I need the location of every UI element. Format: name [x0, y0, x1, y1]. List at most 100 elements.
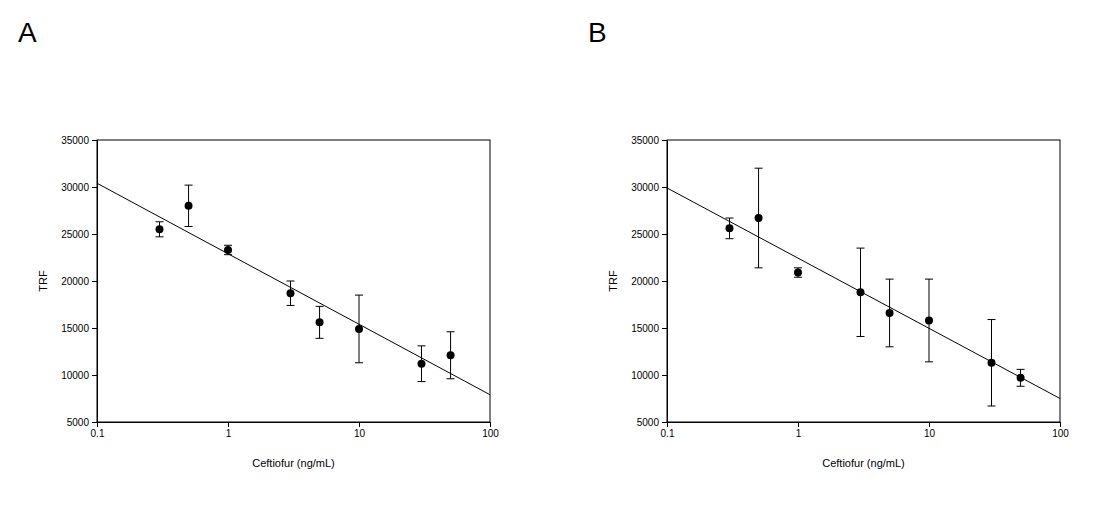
tick-label: 100: [1052, 428, 1069, 439]
tick: 0.1: [91, 422, 105, 439]
error-bar-cap: [447, 378, 455, 379]
tick: 25000: [631, 229, 667, 240]
error-bar-cap: [156, 236, 164, 237]
tick-mark: [490, 422, 491, 427]
error-bar: [355, 295, 363, 363]
error-bar-cap: [316, 306, 324, 307]
error-bar-cap: [1017, 369, 1025, 370]
tick-mark: [92, 422, 97, 423]
tick: 20000: [631, 276, 667, 287]
tick-mark: [662, 234, 667, 235]
y-axis-title: TRF: [37, 270, 49, 292]
error-bar-cap: [925, 361, 933, 362]
error-bar: [316, 306, 324, 338]
error-bar-cap: [287, 305, 295, 306]
tick: 30000: [631, 182, 667, 193]
x-axis: 0.1 1 10 100: [661, 422, 1070, 439]
tick-mark: [92, 234, 97, 235]
figure: 0.11101005000100001500020000250003000035…: [0, 0, 1095, 505]
error-bar: [185, 185, 193, 226]
plot-area: [97, 183, 490, 394]
error-bar: [857, 248, 865, 336]
tick-mark: [662, 187, 667, 188]
tick: 30000: [61, 182, 97, 193]
y-axis: 5000100001500020000250003000035000: [631, 135, 667, 428]
tick: 10: [354, 422, 366, 439]
data-point: [418, 360, 426, 368]
tick-mark: [92, 281, 97, 282]
tick-label: 10: [924, 428, 936, 439]
error-bar-cap: [857, 248, 865, 249]
tick-mark: [929, 422, 930, 427]
data-point: [886, 309, 894, 317]
tick-mark: [662, 422, 667, 423]
fit-line: [97, 183, 490, 394]
error-bar-cap: [316, 338, 324, 339]
tick-label: 0.1: [91, 428, 105, 439]
tick-label: 0.1: [661, 428, 675, 439]
tick-label: 35000: [61, 135, 89, 146]
tick-label: 25000: [631, 229, 659, 240]
tick-mark: [662, 281, 667, 282]
x-axis-title: Ceftiofur (ng/mL): [822, 457, 905, 469]
tick-label: 35000: [631, 135, 659, 146]
plot-frame: [97, 140, 490, 422]
tick: 10000: [631, 370, 667, 381]
error-bar-cap: [418, 345, 426, 346]
tick-label: 15000: [61, 323, 89, 334]
error-bar-cap: [755, 168, 763, 169]
tick-mark: [1060, 422, 1061, 427]
error-bar-cap: [794, 267, 802, 268]
panel-title: B: [588, 17, 607, 48]
tick-mark: [92, 187, 97, 188]
tick-label: 30000: [631, 182, 659, 193]
tick: 100: [1052, 422, 1069, 439]
data-point: [755, 214, 763, 222]
error-bar-cap: [755, 267, 763, 268]
error-bar-cap: [185, 185, 193, 186]
error-bar-cap: [355, 295, 363, 296]
data-point: [316, 318, 324, 326]
data-point: [726, 224, 734, 232]
error-bar-cap: [857, 336, 865, 337]
tick: 1: [796, 422, 802, 439]
tick-mark: [228, 422, 229, 427]
error-bar-cap: [224, 245, 232, 246]
error-bar: [418, 346, 426, 382]
error-bar-cap: [988, 406, 996, 407]
tick-label: 10: [354, 428, 366, 439]
axis-line: [668, 423, 1061, 428]
error-bar-cap: [988, 319, 996, 320]
error-bar-cap: [726, 238, 734, 239]
tick-mark: [92, 140, 97, 141]
data-point: [185, 202, 193, 210]
tick-mark: [359, 422, 360, 427]
x-axis-title: Ceftiofur (ng/mL): [252, 457, 335, 469]
tick-mark: [92, 375, 97, 376]
y-axis-title: TRF: [607, 270, 619, 292]
tick-mark: [662, 140, 667, 141]
tick: 35000: [61, 135, 97, 146]
error-bar: [925, 279, 933, 362]
axis-line: [98, 423, 491, 428]
error-bar-cap: [886, 279, 894, 280]
plot-frame: [667, 140, 1060, 422]
x-axis: 0.1110100: [91, 422, 500, 439]
data-point: [156, 225, 164, 233]
panel-title: A: [18, 17, 37, 48]
error-bar-cap: [447, 331, 455, 332]
error-bar: [794, 268, 802, 277]
tick-label: 100: [482, 428, 499, 439]
data-point: [447, 351, 455, 359]
fit-line: [667, 188, 1060, 399]
data-point: [925, 316, 933, 324]
plot-area: [667, 168, 1060, 406]
error-bar: [886, 279, 894, 347]
tick: 0.1: [661, 422, 675, 439]
tick: 10: [924, 422, 936, 439]
tick: 15000: [61, 323, 97, 334]
error-bar: [287, 281, 295, 305]
tick-label: 15000: [631, 323, 659, 334]
error-bar: [755, 168, 763, 268]
data-point: [794, 269, 802, 277]
